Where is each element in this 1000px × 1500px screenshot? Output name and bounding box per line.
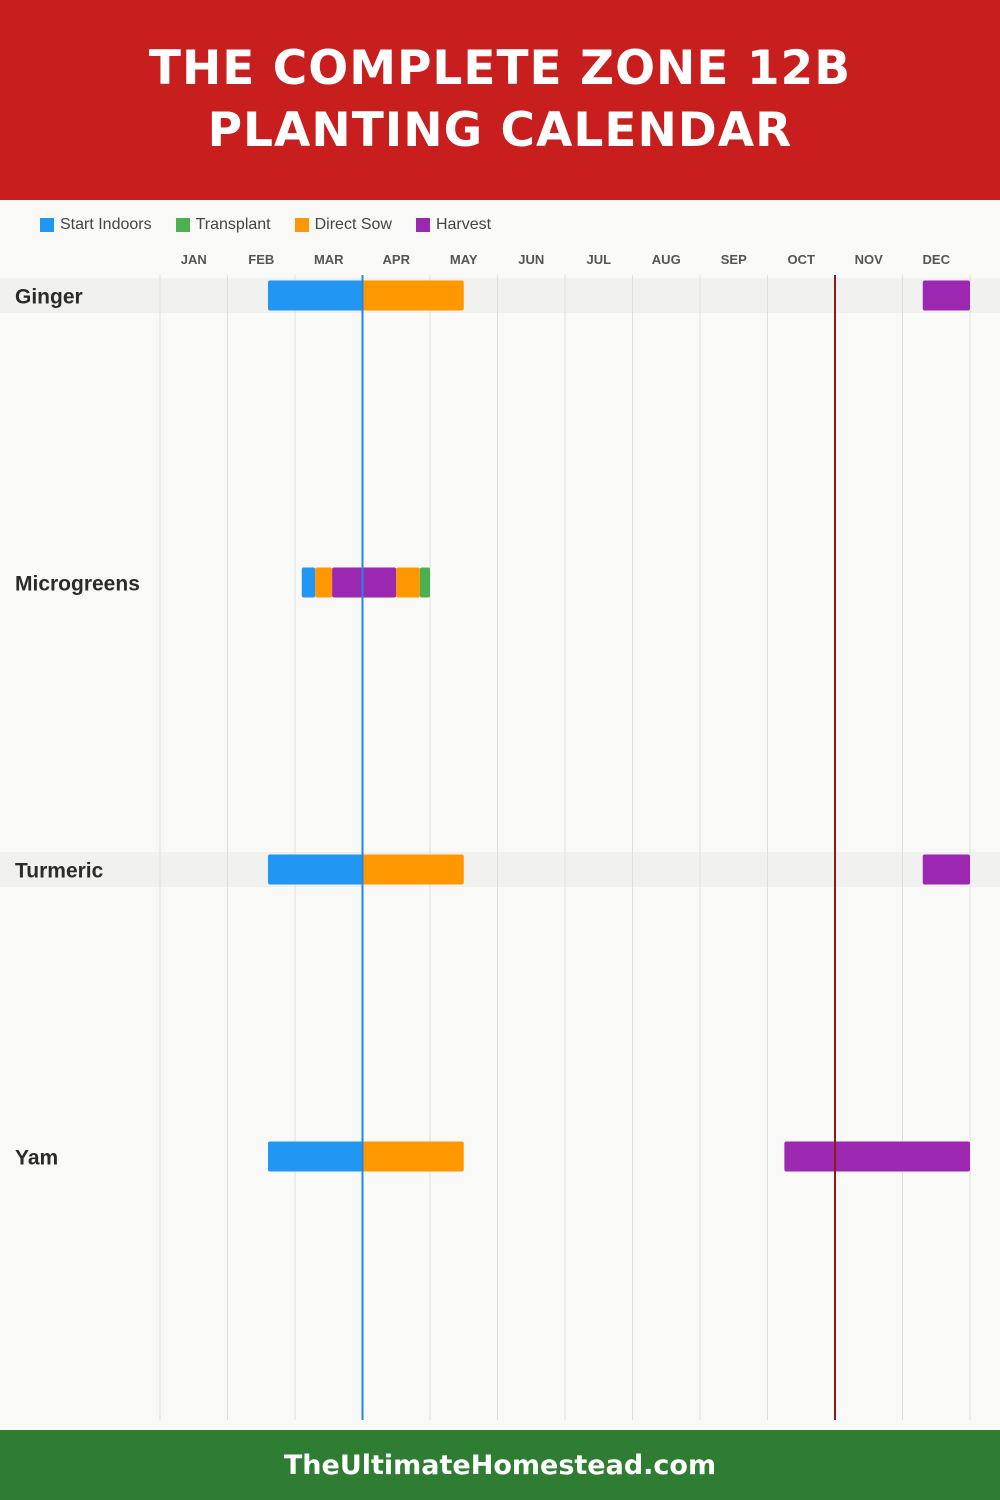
legend-label-start-indoors: Start Indoors [60, 216, 152, 233]
legend-item-direct-sow: Direct Sow [294, 216, 392, 234]
legend-swatch-start-indoors [40, 218, 54, 232]
footer-website-link[interactable]: TheUltimateHomestead.com [283, 1449, 717, 1481]
legend-label-transplant: Transplant [195, 216, 271, 233]
legend-item-transplant: Transplant [175, 216, 271, 234]
month-label-may: MAY [450, 252, 478, 267]
task-bar-microgreens-harvest [332, 567, 397, 598]
month-label-feb: FEB [248, 252, 274, 267]
task-bar-yam-harvest [784, 1141, 970, 1172]
task-bar-turmeric-direct-sow [362, 854, 464, 885]
month-label-aug: AUG [652, 252, 681, 267]
month-label-oct: OCT [788, 252, 816, 267]
task-bar-microgreens-start-indoors [301, 567, 316, 598]
task-bar-microgreens-direct-sow [315, 567, 333, 598]
crop-label-yam: Yam [15, 1147, 58, 1170]
legend-swatch-transplant [175, 218, 190, 232]
legend-item-start-indoors: Start Indoors [40, 216, 152, 234]
month-label-jan: JAN [181, 252, 207, 267]
task-bar-yam-direct-sow [362, 1141, 464, 1172]
header-banner: THE COMPLETE ZONE 12B PLANTING CALENDAR [0, 0, 1000, 200]
crop-label-microgreens: Microgreens [15, 573, 140, 596]
task-bar-microgreens-direct-sow [396, 567, 420, 598]
task-bar-microgreens-transplant [419, 567, 430, 598]
task-bar-turmeric-start-indoors [268, 854, 363, 885]
legend-label-harvest: Harvest [435, 216, 492, 233]
legend-label-direct-sow: Direct Sow [314, 216, 392, 233]
month-label-jul: JUL [586, 252, 611, 267]
row-band-ginger [0, 278, 1000, 313]
legend-swatch-direct-sow [294, 218, 309, 232]
month-label-sep: SEP [721, 252, 747, 267]
legend-item-harvest: Harvest [415, 216, 492, 234]
month-label-dec: DEC [923, 252, 951, 267]
month-label-jun: JUN [518, 252, 544, 267]
month-label-apr: APR [383, 252, 411, 267]
legend-swatch-harvest [415, 218, 430, 232]
crop-label-ginger: Ginger [15, 286, 83, 309]
task-bar-ginger-harvest [922, 280, 970, 311]
month-label-nov: NOV [855, 252, 884, 267]
task-bar-ginger-start-indoors [268, 280, 363, 311]
title-line-2: PLANTING CALENDAR [207, 103, 793, 158]
row-band-turmeric [0, 852, 1000, 887]
task-bar-yam-start-indoors [268, 1141, 363, 1172]
footer-banner: TheUltimateHomestead.com [0, 1430, 1000, 1500]
crop-label-turmeric: Turmeric [15, 860, 104, 883]
month-label-mar: MAR [314, 252, 344, 267]
title-line-1: THE COMPLETE ZONE 12B [148, 41, 852, 96]
task-bar-ginger-direct-sow [362, 280, 464, 311]
task-bar-turmeric-harvest [922, 854, 970, 885]
legend: Start Indoors Transplant Direct Sow Harv… [40, 215, 515, 235]
